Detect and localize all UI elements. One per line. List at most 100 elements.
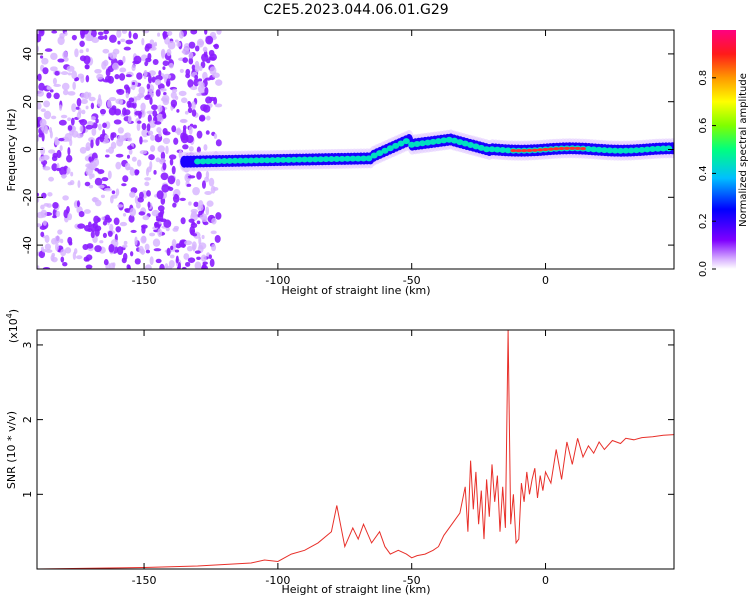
noise-blob [111,190,116,195]
noise-blob [205,206,210,216]
noise-blob [79,40,85,47]
noise-blob [204,77,212,81]
noise-blob [127,137,133,142]
noise-blob [67,117,72,122]
noise-blob [52,202,59,209]
noise-blob [104,34,108,40]
noise-blob [152,58,159,66]
snr-xtick-label: -150 [132,574,157,587]
noise-blob [168,259,175,269]
ridge-peak [269,157,277,164]
noise-blob [60,256,65,263]
noise-blob [94,68,102,74]
ridge-peak [477,144,485,151]
noise-blob [128,97,135,103]
ridge-peak [445,136,453,143]
ridge-peak [654,145,662,152]
noise-blob [69,180,75,186]
noise-blob [185,261,191,267]
noise-blob [140,109,146,118]
noise-blob [144,181,150,187]
noise-blob [88,184,94,189]
noise-blob [107,230,113,237]
ridge-peak [386,145,394,152]
noise-blob [141,225,146,234]
noise-blob [64,132,73,142]
ridge-max [515,149,522,153]
noise-blob [42,266,51,269]
noise-blob [172,202,177,208]
noise-blob [60,248,67,257]
noise-blob [85,166,93,176]
noise-blob [59,104,63,111]
noise-blob [53,92,60,100]
noise-blob [71,34,77,41]
noise-blob [208,49,215,57]
noise-blob [177,261,181,269]
noise-blob [156,113,164,123]
noise-blob [128,30,132,39]
noise-blob [169,254,175,259]
ridge-peak [285,156,293,163]
colorbar: 0.0 0.2 0.4 0.6 0.8 Normalized spectral ampl… [698,30,749,277]
noise-blob [197,78,203,82]
noise-blob [180,119,187,123]
ridge-max [526,148,533,153]
noise-blob [187,175,196,179]
noise-blob [40,231,45,238]
chart-title: C2E5.2023.044.06.01.G29 [263,2,448,18]
noise-blob [209,66,217,75]
noise-blob [188,201,192,206]
snr-ylabel: SNR (10 * v/v) [5,411,18,489]
noise-blob [152,109,158,117]
noise-blob [140,248,146,255]
noise-blob [117,62,124,66]
noise-blob [108,243,115,253]
noise-blob [147,201,151,208]
noise-blob [213,43,219,50]
noise-blob [157,145,166,153]
spectrogram-image [37,30,674,269]
ridge-peak [451,137,459,144]
noise-blob [198,242,207,250]
snr-scale-label: (x104) [5,309,20,343]
ridge-max [542,147,549,152]
noise-blob [123,109,131,116]
ridge-peak [226,157,234,164]
noise-blob [67,91,76,96]
noise-blob [202,46,208,53]
noise-blob [40,108,46,112]
noise-blob [76,133,84,139]
noise-blob [204,30,208,35]
noise-blob [134,236,138,246]
noise-blob [194,74,199,80]
noise-blob [166,48,172,57]
noise-blob [201,264,209,269]
noise-blob [208,56,216,61]
noise-blob [128,148,133,155]
noise-blob [121,183,127,187]
spectrogram-ytick-label: 20 [21,95,34,109]
noise-blob [67,125,73,131]
noise-blob [141,128,149,138]
noise-blob [204,176,210,183]
noise-blob [134,169,140,175]
noise-blob [202,104,211,113]
ridge-max [574,146,581,151]
noise-blob [93,215,100,224]
noise-blob [165,145,169,155]
ridge-peak [665,145,673,152]
ridge-max [558,146,565,151]
ridge-peak [306,156,314,163]
noise-blob [162,66,166,70]
noise-blob [171,165,176,175]
noise-blob [130,251,134,257]
noise-blob [174,249,180,253]
snr-xtick-label: 0 [542,574,549,587]
noise-blob [205,130,210,135]
ridge-peak [322,156,330,163]
noise-blob [65,154,73,163]
noise-blob [149,97,153,105]
noise-blob [98,94,102,102]
